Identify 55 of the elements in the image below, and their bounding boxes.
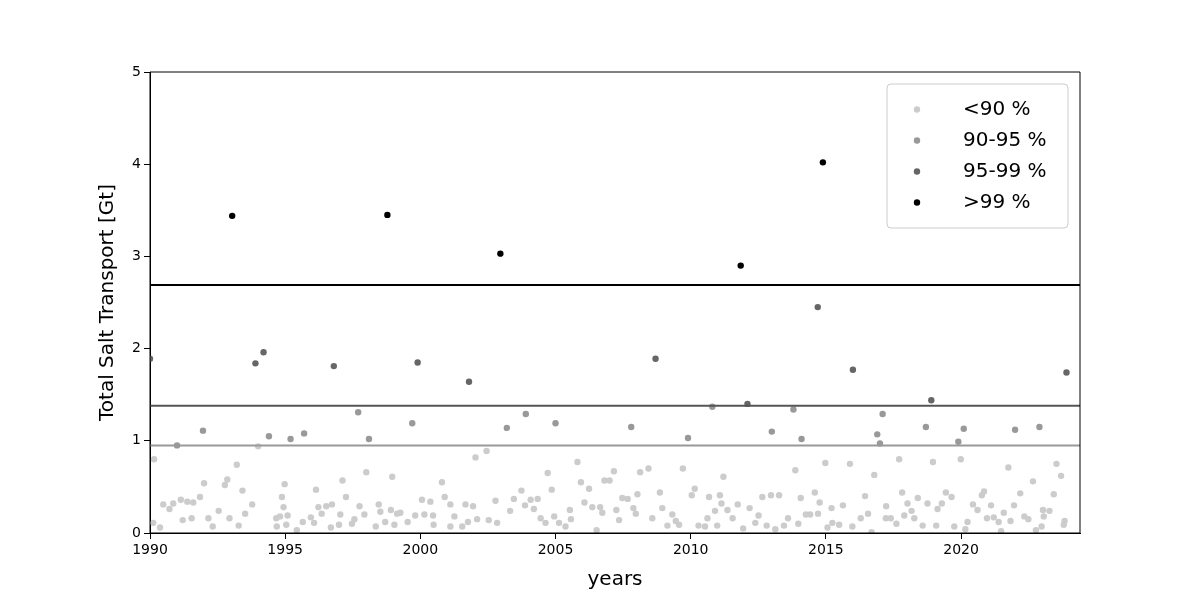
point [819,159,827,166]
x-tick-label: 2005 [537,541,574,558]
y-tick-label: 1 [132,431,141,448]
point [354,409,362,416]
point [960,425,967,433]
point [503,424,511,432]
x-axis-title: years [587,566,643,591]
point [300,430,308,437]
point [365,435,373,443]
x-tick-label: 2015 [808,541,844,558]
point [287,435,294,443]
point [522,410,529,418]
point [849,366,857,374]
point [260,349,267,356]
point [879,410,886,418]
point [414,359,421,366]
point [798,435,805,443]
point [737,262,744,269]
y-tick-label: 4 [132,154,142,171]
point [874,431,881,438]
x-tick-label: 1990 [132,541,168,558]
legend-label: >99 % [963,188,1031,213]
point [384,211,391,219]
point [330,362,338,370]
point [768,428,775,435]
y-axis-title: Total Salt Transport [Gt] [94,184,119,422]
x-tick-label: 2020 [943,541,979,558]
legend-label: 95-99 % [963,157,1047,182]
x-tick-label: 1995 [267,541,303,558]
point [497,250,504,257]
point [814,303,821,311]
point [652,355,659,362]
y-tick-label: 0 [132,523,141,540]
point [265,432,273,440]
point [928,397,935,404]
y-tick-label: 5 [132,62,141,79]
x-tick-label: 2010 [672,541,709,558]
point [1011,426,1019,433]
y-tick-label: 2 [132,339,141,356]
point [790,406,797,413]
point [552,420,559,427]
point [1036,423,1043,431]
legend-label: <90 % [963,95,1031,120]
point [684,434,692,442]
x-tick-label: 2000 [402,541,439,558]
point [922,423,930,431]
point [1063,369,1070,376]
point [465,378,473,385]
point [409,420,416,427]
point [228,212,236,220]
point [628,423,635,431]
point [199,427,207,434]
point [252,360,259,367]
y-tick-label: 3 [132,247,141,264]
legend-label: 90-95 % [963,126,1047,151]
